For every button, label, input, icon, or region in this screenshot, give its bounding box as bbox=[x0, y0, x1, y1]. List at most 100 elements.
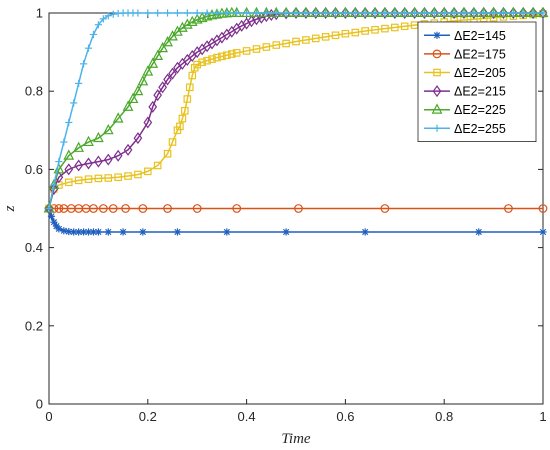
data-point bbox=[361, 228, 369, 236]
data-point bbox=[341, 9, 349, 17]
data-point bbox=[331, 9, 340, 17]
data-point bbox=[252, 9, 261, 17]
data-point bbox=[430, 9, 438, 17]
marker-stroke bbox=[362, 228, 369, 236]
data-point bbox=[63, 149, 75, 160]
series-0 bbox=[45, 204, 547, 236]
x-tick-label: 0 bbox=[45, 409, 52, 424]
legend-label: ΔE2=175 bbox=[454, 47, 506, 61]
data-point bbox=[60, 227, 68, 235]
data-point bbox=[272, 41, 281, 49]
data-point bbox=[351, 28, 360, 37]
data-point bbox=[247, 15, 256, 28]
marker-stroke bbox=[223, 228, 230, 236]
data-point bbox=[104, 174, 113, 182]
marker-stroke bbox=[85, 228, 92, 236]
x-tick-label: 0.8 bbox=[435, 409, 453, 424]
data-point bbox=[133, 132, 143, 145]
legend-label: ΔE2=145 bbox=[454, 29, 506, 43]
marker-stroke bbox=[95, 228, 102, 236]
data-point bbox=[223, 51, 231, 60]
data-point bbox=[185, 83, 194, 92]
data-point bbox=[183, 9, 191, 17]
y-axis-title: z bbox=[2, 205, 18, 212]
data-point bbox=[381, 9, 389, 17]
data-point bbox=[47, 212, 56, 220]
data-point bbox=[94, 155, 103, 168]
data-point bbox=[102, 124, 114, 135]
data-point bbox=[341, 29, 350, 38]
data-point bbox=[475, 228, 483, 236]
y-tick-label: 0.2 bbox=[25, 318, 43, 333]
data-point bbox=[186, 15, 198, 26]
data-point bbox=[242, 47, 251, 55]
data-point bbox=[137, 75, 149, 86]
y-tick-label: 0 bbox=[36, 397, 43, 412]
data-point bbox=[460, 9, 468, 17]
data-point bbox=[519, 9, 527, 17]
data-point bbox=[114, 173, 122, 182]
data-point bbox=[119, 228, 127, 236]
data-point bbox=[282, 228, 290, 236]
marker-stroke bbox=[70, 228, 77, 236]
data-point bbox=[181, 18, 193, 29]
data-point bbox=[302, 9, 310, 17]
data-point bbox=[176, 21, 188, 32]
plot-area: 0 0.2 0.4 0.6 0.8 1 0 0.2 0.4 0.6 0.8 1 bbox=[25, 6, 549, 424]
data-point bbox=[64, 178, 73, 187]
series-1 bbox=[44, 204, 548, 213]
data-point bbox=[84, 157, 93, 170]
data-point bbox=[223, 228, 231, 236]
data-point bbox=[213, 53, 221, 62]
series-5 bbox=[45, 9, 547, 213]
data-point bbox=[45, 204, 53, 213]
data-point bbox=[198, 58, 206, 67]
data-point bbox=[371, 26, 379, 34]
data-point bbox=[121, 204, 130, 213]
data-point bbox=[108, 204, 118, 213]
data-point bbox=[509, 9, 517, 17]
legend-marker bbox=[433, 31, 441, 39]
marker-stroke bbox=[433, 32, 441, 39]
data-point bbox=[60, 138, 68, 146]
data-point bbox=[163, 9, 172, 17]
data-point bbox=[232, 204, 242, 213]
data-point bbox=[148, 100, 158, 113]
marker-stroke bbox=[55, 225, 63, 232]
x-axis-title: Time bbox=[281, 431, 311, 447]
data-point bbox=[89, 30, 98, 39]
data-point bbox=[163, 73, 172, 86]
data-point bbox=[243, 9, 251, 17]
data-point bbox=[218, 52, 226, 61]
data-point bbox=[262, 43, 271, 51]
x-tick-label: 1 bbox=[539, 409, 546, 424]
legend-box bbox=[417, 21, 537, 142]
data-point bbox=[188, 71, 197, 80]
data-point bbox=[173, 228, 182, 236]
data-point bbox=[79, 60, 88, 68]
legend-item: ΔE2=145 bbox=[424, 29, 506, 43]
data-point bbox=[233, 9, 241, 17]
data-point bbox=[272, 9, 280, 17]
data-point bbox=[361, 27, 369, 35]
data-point bbox=[132, 84, 144, 96]
legend-marker bbox=[431, 103, 443, 114]
marker-stroke bbox=[80, 228, 87, 236]
y-tick-label: 0.8 bbox=[25, 84, 43, 99]
data-point bbox=[252, 45, 261, 53]
data-point bbox=[157, 41, 169, 53]
data-point bbox=[410, 9, 419, 17]
legend: ΔE2=145 ΔE2=175 ΔE2=205 ΔE2=215 ΔE2=225 ΔE2=2… bbox=[417, 21, 537, 142]
data-point bbox=[351, 9, 359, 17]
legend-label: ΔE2=255 bbox=[454, 122, 506, 136]
data-point bbox=[470, 9, 478, 17]
data-point bbox=[139, 228, 147, 236]
data-point bbox=[138, 204, 148, 213]
data-point bbox=[64, 163, 74, 176]
legend-item: ΔE2=255 bbox=[424, 122, 506, 136]
marker-stroke bbox=[48, 213, 55, 220]
data-point bbox=[113, 149, 123, 162]
marker-stroke bbox=[75, 228, 82, 236]
data-point bbox=[490, 9, 498, 17]
data-point bbox=[440, 9, 448, 17]
